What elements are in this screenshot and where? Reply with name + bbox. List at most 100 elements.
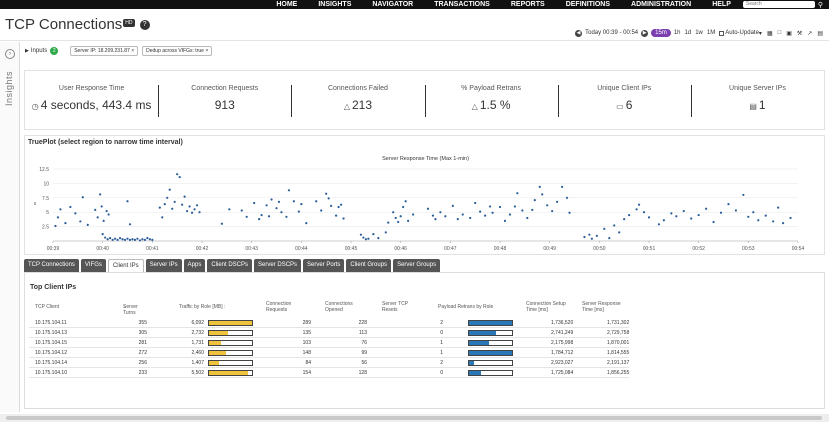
retrans-bar: [468, 350, 513, 356]
auto-update-dropdown-icon[interactable]: ▾: [758, 30, 762, 37]
tab-server-groups[interactable]: Server Groups: [393, 259, 441, 272]
tab-server-dscps[interactable]: Server DSCPs: [254, 259, 302, 272]
data-point: [439, 211, 442, 214]
cell-setup-time: 1,736,520: [551, 320, 574, 326]
y-tick-label: 12.5: [39, 167, 49, 173]
time-back-icon[interactable]: ◀: [575, 29, 583, 37]
metric-unique-client-ips[interactable]: Unique Client IPs ▭ 6: [557, 71, 691, 129]
range-1M[interactable]: 1M: [706, 30, 716, 36]
range-1h[interactable]: 1h: [673, 30, 681, 36]
data-point: [583, 235, 586, 239]
data-point: [384, 231, 387, 234]
table-row[interactable]: 10.175.104.142561,4078456282,923,0272,19…: [29, 358, 629, 368]
wrench-icon[interactable]: ⚒: [796, 30, 803, 37]
cell-server-turns: 281: [138, 340, 147, 346]
document-icon[interactable]: □: [777, 30, 782, 36]
x-tick-label: 00:48: [494, 246, 507, 252]
data-point: [402, 205, 405, 209]
data-point: [613, 224, 616, 227]
metric-connection-requests[interactable]: Connection Requests 913: [158, 71, 291, 129]
nav-administration[interactable]: ADMINISTRATION: [631, 1, 692, 8]
pdf-icon[interactable]: ▣: [786, 30, 792, 37]
external-link-icon[interactable]: ↗: [807, 30, 813, 37]
sort-desc-icon: ↓: [123, 304, 126, 310]
metric-value-text: 213: [351, 98, 373, 112]
tab-tcp-connections[interactable]: TCP Connections: [24, 259, 79, 272]
nav-navigator[interactable]: NAVIGATOR: [372, 1, 414, 8]
tab-server-ips[interactable]: Server IPs: [145, 259, 182, 272]
data-point: [126, 200, 129, 203]
rail-toggle-icon[interactable]: ›: [5, 49, 15, 59]
grid-icon[interactable]: ▦: [766, 30, 773, 37]
tab-apps[interactable]: Apps: [183, 259, 206, 272]
data-point: [697, 213, 700, 217]
col-connection-requests[interactable]: Connection Requests: [266, 301, 292, 313]
inputs-label[interactable]: Inputs: [30, 48, 48, 54]
data-point: [141, 238, 144, 241]
col-server-response-time[interactable]: Server Response Time [ms]: [582, 301, 621, 313]
expand-caret-icon[interactable]: ▶: [25, 48, 29, 54]
metric-value-text: 1.5 %: [479, 98, 511, 112]
tab-server-ports[interactable]: Server Ports: [303, 259, 345, 272]
metric-unique-server-ips[interactable]: Unique Server IPs ▤ 1: [690, 71, 824, 129]
metric-user-response-time[interactable]: User Response Time ◷ 4 seconds, 443.4 ms: [25, 71, 158, 129]
col-payload-retrans[interactable]: Payload Retrans by Role: [438, 304, 494, 310]
table-row[interactable]: 10.175.104.152811,731103761322,175,9981,…: [29, 338, 629, 348]
filter-chip-server-ip[interactable]: Server IP: 18.209.231.87 ×: [70, 46, 139, 56]
data-point: [178, 175, 181, 179]
nav-definitions[interactable]: DEFINITIONS: [565, 1, 611, 8]
table-row[interactable]: 10.175.104.133052,7321351130442,741,2492…: [29, 328, 629, 338]
nav-home[interactable]: HOME: [276, 1, 298, 8]
table-row[interactable]: 10.175.104.122722,460148991701,784,7121,…: [29, 348, 629, 358]
cell-response-time: 1,731,302: [607, 320, 630, 326]
tab-client-groups[interactable]: Client Groups: [346, 259, 392, 272]
search-input[interactable]: Search: [742, 1, 815, 8]
col-tcp-client[interactable]: TCP Client: [35, 304, 60, 310]
table-row[interactable]: 10.175.104.113556,0922892282701,736,5201…: [29, 318, 629, 328]
traffic-bar: [208, 360, 253, 366]
data-point: [712, 220, 715, 224]
time-forward-icon[interactable]: ▶: [641, 29, 649, 37]
nav-reports[interactable]: REPORTS: [510, 1, 545, 8]
data-point: [121, 238, 124, 241]
metric-payload-retrans[interactable]: % Payload Retrans △ 1.5 %: [424, 71, 558, 129]
nav-insights[interactable]: INSIGHTS: [318, 1, 352, 8]
retrans-bar: [468, 340, 513, 346]
data-point: [411, 213, 415, 216]
table-icon[interactable]: ▤: [817, 30, 823, 37]
data-point: [657, 223, 661, 226]
data-point: [642, 211, 646, 214]
col-server-tcp-resets[interactable]: Server TCP Resets: [382, 301, 408, 313]
insights-rail: › Insights: [0, 42, 20, 412]
range-1w[interactable]: 1w: [695, 30, 703, 36]
nav-help[interactable]: HELP: [712, 1, 731, 8]
auto-update-checkbox[interactable]: [719, 30, 725, 36]
insights-label[interactable]: Insights: [4, 70, 14, 106]
data-point: [533, 199, 536, 202]
trueplot-chart[interactable]: Server Response Time (Max 1-min) 2.5 5 7.5 1…: [25, 136, 826, 256]
range-1d[interactable]: 1d: [684, 30, 692, 36]
range-15m[interactable]: 15m: [651, 29, 671, 37]
filter-chip-dedup[interactable]: Dedup across VIFGs: true ×: [142, 46, 213, 56]
data-point: [782, 222, 785, 225]
horizontal-scrollbar[interactable]: [0, 414, 829, 422]
metric-label: Unique Server IPs: [729, 85, 786, 92]
col-connection-setup-time[interactable]: Connection Setup Time [ms]: [526, 301, 566, 313]
cell-connection-requests: 148: [302, 350, 311, 356]
nav-transactions[interactable]: TRANSACTIONS: [434, 1, 490, 8]
auto-update-label[interactable]: Auto-Update: [725, 30, 759, 36]
search-icon[interactable]: ⚲: [817, 1, 823, 9]
data-point: [444, 215, 447, 218]
metric-value: 913: [214, 98, 235, 112]
tab-client-dscps[interactable]: Client DSCPs: [207, 259, 253, 272]
time-range-label[interactable]: Today 00:39 - 00:54: [585, 30, 639, 36]
table-row[interactable]: 10.175.104.102335,5021541280191,725,0841…: [29, 368, 629, 378]
tab-vifgs[interactable]: VIFGs: [80, 259, 106, 272]
scrollbar-thumb[interactable]: [6, 416, 822, 420]
help-icon[interactable]: ?: [139, 20, 150, 31]
tab-client-ips[interactable]: Client IPs: [107, 259, 144, 272]
metric-connections-failed[interactable]: Connections Failed △ 213: [291, 71, 424, 129]
col-connections-opened[interactable]: Connections Opened: [325, 301, 353, 313]
col-traffic-by-role[interactable]: Traffic by Role [MB] :: [179, 304, 226, 310]
data-point: [526, 216, 529, 220]
